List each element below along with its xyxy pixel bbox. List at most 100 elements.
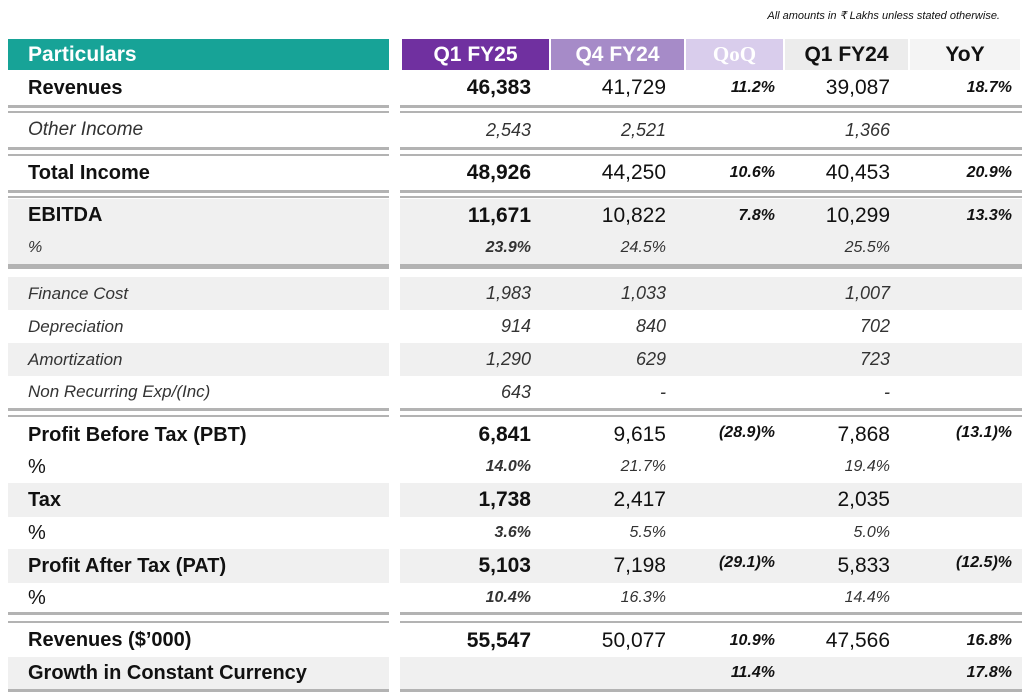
header-q1fy24: Q1 FY24 (785, 39, 908, 70)
cell-q1fy24: 25.5% (844, 239, 890, 256)
table-rule (8, 408, 389, 411)
cell-yoy (910, 583, 1020, 613)
cell-q4fy24: 24.5% (620, 239, 666, 256)
cell-qoq (686, 114, 783, 146)
header-yoy: YoY (910, 39, 1020, 70)
cell-q4fy24: 41,729 (601, 76, 666, 99)
cell-yoy: 17.8% (966, 664, 1012, 681)
cell-q1fy24: 10,299 (825, 203, 890, 227)
table-rule (400, 154, 1022, 156)
cell-q1fy24: - (884, 381, 890, 402)
cell-q1fy24: 39,087 (825, 76, 890, 99)
table-rule (8, 190, 389, 193)
cell-yoy (910, 376, 1020, 408)
row-label: Profit Before Tax (PBT) (28, 423, 247, 446)
row-label: Profit After Tax (PAT) (28, 554, 227, 577)
cell-qoq (686, 343, 783, 376)
table-rule (400, 196, 1022, 198)
row-shade-values (400, 199, 1022, 232)
row-label: % (28, 455, 46, 478)
row-shade-values (400, 277, 1022, 310)
cell-q4fy24: 7,198 (613, 554, 666, 577)
table-rule (400, 415, 1022, 417)
row-label: % (28, 239, 43, 256)
row-shade-values (400, 549, 1022, 583)
cell-q1fy25: 6,841 (478, 423, 531, 446)
cell-q4fy24: 10,822 (601, 203, 666, 227)
row-shade-values (400, 657, 1022, 689)
table-rule (8, 621, 389, 623)
cell-q1fy25: 23.9% (485, 239, 531, 256)
row-shade-values (400, 343, 1022, 376)
table-rule (8, 415, 389, 417)
table-rule (400, 111, 1022, 113)
header-particulars: Particulars (8, 39, 389, 70)
cell-q4fy24: - (660, 381, 666, 402)
row-shade-label (8, 232, 389, 264)
cell-q1fy25: 11,671 (467, 203, 531, 227)
row-label: Total Income (28, 161, 150, 184)
cell-yoy (910, 517, 1020, 549)
table-rule (400, 689, 1022, 692)
cell-q1fy24: 702 (859, 316, 890, 336)
table-rule (8, 267, 389, 269)
row-label: Revenues ($’000) (28, 629, 192, 651)
cell-q4fy24 (551, 657, 684, 689)
cell-q1fy24: 7,868 (837, 423, 890, 446)
row-label: % (28, 586, 46, 609)
row-shade-label (8, 483, 389, 517)
cell-q1fy25: 643 (500, 381, 531, 402)
cell-qoq: 10.9% (729, 631, 775, 649)
cell-q1fy24: 5.0% (853, 524, 890, 541)
cell-q1fy25: 10.4% (485, 589, 531, 606)
cell-qoq (686, 232, 783, 264)
header-qoq: QoQ (686, 39, 783, 70)
table-rule (400, 612, 1022, 615)
cell-yoy (910, 277, 1020, 310)
row-label: Amortization (28, 349, 123, 369)
cell-yoy: 16.8% (966, 631, 1012, 649)
row-label: Depreciation (28, 316, 124, 336)
row-label: Revenues (28, 76, 123, 99)
cell-qoq (686, 483, 783, 517)
cell-qoq (686, 277, 783, 310)
cell-q1fy24 (785, 657, 908, 689)
cell-q1fy25 (402, 657, 549, 689)
row-shade-label (8, 277, 389, 310)
row-shade-label (8, 199, 389, 232)
table-rule (400, 147, 1022, 150)
cell-q1fy25: 48,926 (466, 161, 531, 184)
row-shade-values (400, 483, 1022, 517)
cell-yoy: 20.9% (966, 164, 1012, 181)
cell-q1fy25: 3.6% (494, 524, 531, 541)
table-rule (400, 408, 1022, 411)
cell-qoq (686, 310, 783, 343)
cell-q4fy24: 2,417 (613, 488, 666, 511)
row-label: Growth in Constant Currency (28, 661, 307, 684)
cell-q4fy24: 1,033 (620, 283, 666, 303)
cell-q1fy24: 5,833 (837, 554, 890, 577)
table-rule (8, 264, 389, 267)
table-rule (400, 190, 1022, 193)
cell-q1fy24: 1,007 (844, 283, 890, 303)
cell-q4fy24: 629 (635, 349, 666, 369)
table-rule (8, 154, 389, 156)
cell-yoy (910, 232, 1020, 264)
cell-yoy: 18.7% (966, 79, 1012, 96)
cell-q1fy24: 40,453 (825, 161, 890, 184)
cell-q4fy24: 44,250 (601, 161, 666, 184)
cell-qoq (686, 376, 783, 408)
cell-qoq (686, 517, 783, 549)
cell-yoy (910, 451, 1020, 483)
cell-yoy: 13.3% (966, 206, 1012, 224)
table-rule (400, 264, 1022, 267)
row-label: Finance Cost (28, 283, 129, 303)
cell-q4fy24: 16.3% (620, 589, 666, 606)
cell-q4fy24: 50,077 (601, 628, 666, 652)
cell-qoq: 7.8% (738, 206, 775, 224)
cell-q4fy24: 2,521 (620, 119, 666, 140)
row-shade-label (8, 343, 389, 376)
cell-q1fy24: 14.4% (844, 589, 890, 606)
row-label: Non Recurring Exp/(Inc) (28, 382, 211, 401)
header-q4fy24: Q4 FY24 (551, 39, 684, 70)
